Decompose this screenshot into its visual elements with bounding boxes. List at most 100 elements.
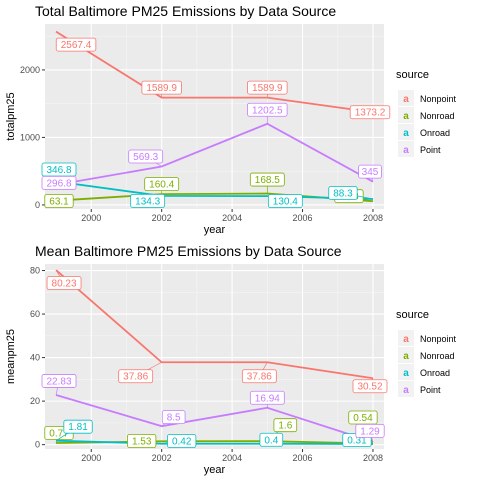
legend-key-glyph: a	[403, 111, 409, 122]
data-label: 2567.4	[61, 40, 92, 51]
data-label-box	[349, 105, 391, 120]
legend-key-glyph: a	[403, 94, 409, 105]
data-label-box	[144, 177, 180, 192]
data-label: 1373.2	[355, 108, 386, 119]
data-label: 1589.9	[252, 83, 283, 94]
data-label-box	[241, 369, 277, 384]
y-tick-label: 80	[30, 266, 40, 276]
series-line-point	[55, 122, 374, 186]
series-line-nonpoint	[55, 269, 374, 380]
data-label-box	[141, 80, 182, 95]
series-line-onroad	[56, 439, 373, 445]
data-label-box	[128, 149, 164, 164]
series-line-nonpoint	[55, 30, 374, 114]
legend-key-glyph: a	[403, 145, 409, 156]
data-label: 0.4	[264, 435, 278, 446]
data-label-box	[127, 434, 157, 448]
data-label: 37.86	[247, 372, 272, 383]
y-tick-label: 1000	[20, 132, 40, 142]
data-label-box	[267, 194, 303, 208]
legend-key	[398, 90, 414, 106]
legend-key	[398, 107, 414, 123]
x-tick-label: 2002	[152, 453, 172, 463]
y-tick-label: 60	[30, 309, 40, 319]
x-tick-label: 2006	[293, 453, 313, 463]
data-label: 1.6	[278, 421, 292, 432]
data-label-box	[41, 374, 77, 388]
data-label-box	[41, 176, 77, 190]
data-label-box	[63, 419, 93, 434]
legend-key-glyph: a	[403, 334, 409, 345]
data-label-box	[161, 410, 186, 425]
series-line-onroad	[55, 180, 373, 200]
data-label: 22.83	[46, 376, 71, 387]
series-line-point	[55, 394, 374, 443]
data-label-box	[249, 172, 285, 187]
data-label: 345	[362, 167, 379, 178]
data-label-box	[247, 102, 288, 117]
data-label-box	[273, 418, 298, 433]
data-label-box	[259, 432, 284, 447]
legend-key-glyph: a	[403, 128, 409, 139]
data-label-box	[46, 276, 82, 290]
x-tick-label: 2002	[152, 213, 172, 223]
plot-background	[45, 24, 384, 209]
data-label: 30.52	[357, 382, 382, 393]
data-label-box	[355, 423, 385, 438]
data-label: 0.54	[353, 413, 373, 424]
y-tick-label: 20	[30, 396, 40, 406]
data-label: 569.3	[133, 152, 158, 163]
data-label: 1.29	[360, 426, 380, 437]
legend-label: Nonpoint	[420, 334, 457, 344]
data-label-box	[118, 369, 154, 384]
legend-key	[398, 347, 414, 363]
y-axis-title: totalpm25	[5, 92, 17, 140]
x-tick-label: 2004	[222, 453, 242, 463]
legend-label: Onroad	[420, 368, 450, 378]
data-label: 1.81	[68, 422, 88, 433]
data-label-box	[328, 186, 358, 200]
x-tick-label: 2000	[81, 213, 101, 223]
legend-key-glyph: a	[403, 385, 409, 396]
y-tick-label: 2000	[20, 65, 40, 75]
chart-title: Mean Baltimore PM25 Emissions by Data So…	[35, 243, 342, 259]
legend-label: Point	[420, 385, 441, 395]
y-tick-label: 0	[35, 200, 40, 210]
plot-background	[45, 264, 384, 449]
data-label: 134.3	[135, 196, 160, 207]
legend-key-glyph: a	[403, 368, 409, 379]
data-label: 16.94	[255, 393, 280, 404]
legend-key	[398, 141, 414, 157]
x-tick-label: 2000	[81, 453, 101, 463]
data-label-box	[352, 379, 388, 394]
legend-key-glyph: a	[403, 351, 409, 362]
data-label: 8.5	[167, 413, 181, 424]
data-label-box	[44, 194, 74, 208]
data-label: 1.53	[132, 437, 152, 448]
legend-key	[398, 364, 414, 380]
legend-title: source	[396, 309, 429, 321]
data-label-box	[167, 434, 197, 448]
x-axis-title: year	[204, 464, 226, 476]
chart-panel-1: Total Baltimore PM25 Emissions by Data S…	[5, 3, 457, 236]
x-axis-title: year	[204, 224, 226, 236]
chart-title: Total Baltimore PM25 Emissions by Data S…	[35, 3, 336, 19]
y-tick-label: 40	[30, 353, 40, 363]
legend-label: Nonroad	[420, 111, 455, 121]
data-label: 168.5	[255, 175, 280, 186]
data-label: 346.8	[46, 165, 71, 176]
legend-label: Nonpoint	[420, 94, 457, 104]
legend-label: Point	[420, 145, 441, 155]
legend-title: source	[396, 69, 429, 81]
data-label: 0.42	[172, 437, 192, 448]
legend-key	[398, 381, 414, 397]
data-label: 1589.9	[146, 83, 177, 94]
data-label-box	[130, 193, 166, 208]
x-tick-label: 2008	[363, 213, 383, 223]
x-tick-label: 2008	[363, 453, 383, 463]
data-label: 0.77	[49, 428, 69, 439]
legend-key	[398, 124, 414, 140]
y-tick-label: 0	[35, 440, 40, 450]
legend-key	[398, 330, 414, 346]
